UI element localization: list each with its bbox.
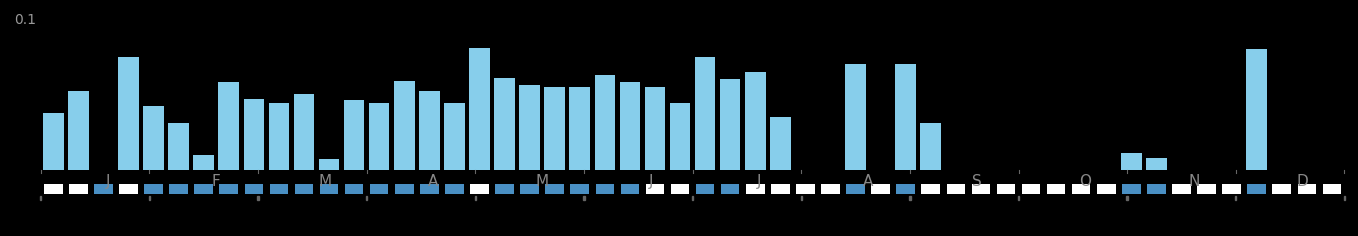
Bar — [144, 106, 164, 170]
Bar — [1198, 184, 1215, 194]
Bar — [671, 184, 690, 194]
Bar — [621, 184, 640, 194]
Bar — [570, 184, 589, 194]
Text: A: A — [428, 174, 439, 189]
Bar — [971, 184, 990, 194]
Bar — [721, 184, 740, 194]
Bar — [1297, 184, 1316, 194]
Bar — [1172, 184, 1191, 194]
Bar — [144, 184, 163, 194]
Bar — [420, 91, 440, 170]
Bar — [1021, 184, 1040, 194]
Bar — [770, 117, 790, 170]
Bar — [1222, 184, 1241, 194]
Bar — [519, 85, 540, 170]
Bar — [921, 123, 941, 170]
Bar — [193, 155, 215, 170]
Bar — [695, 184, 714, 194]
Bar — [1148, 184, 1165, 194]
Bar — [896, 184, 915, 194]
Text: M: M — [535, 174, 549, 189]
Bar — [872, 184, 889, 194]
Bar — [645, 184, 664, 194]
Bar — [822, 184, 839, 194]
Bar — [369, 184, 388, 194]
Bar — [120, 184, 137, 194]
Bar — [796, 184, 815, 194]
Bar — [619, 82, 640, 170]
Bar — [895, 64, 915, 170]
Bar — [395, 184, 414, 194]
Bar — [293, 94, 314, 170]
Bar — [1247, 49, 1267, 170]
Text: D: D — [1297, 174, 1309, 189]
Bar — [746, 184, 765, 194]
Bar — [1122, 184, 1141, 194]
Bar — [947, 184, 966, 194]
Text: F: F — [212, 174, 220, 189]
Text: J: J — [758, 174, 762, 189]
Bar — [546, 184, 564, 194]
Bar — [68, 91, 88, 170]
Bar — [596, 184, 614, 194]
Bar — [720, 79, 740, 170]
Bar — [69, 184, 88, 194]
Bar — [845, 64, 866, 170]
Text: J: J — [106, 174, 110, 189]
Bar — [319, 159, 340, 170]
Bar — [1146, 158, 1167, 170]
Bar — [1272, 184, 1291, 194]
Bar — [695, 57, 716, 170]
Bar — [220, 184, 238, 194]
Bar — [1047, 184, 1066, 194]
Bar — [345, 184, 364, 194]
Bar — [43, 113, 64, 170]
Bar — [219, 82, 239, 170]
Bar — [1248, 184, 1266, 194]
Bar — [545, 87, 565, 170]
Bar — [420, 184, 439, 194]
Bar — [846, 184, 865, 194]
Bar — [319, 184, 338, 194]
Bar — [270, 184, 288, 194]
Bar — [1097, 184, 1115, 194]
Text: M: M — [318, 174, 331, 189]
Bar — [243, 99, 263, 170]
Bar — [1071, 184, 1090, 194]
Bar — [394, 81, 414, 170]
Bar — [1122, 153, 1142, 170]
Bar — [595, 75, 615, 170]
Bar — [295, 184, 314, 194]
Bar — [194, 184, 213, 194]
Text: J: J — [649, 174, 653, 189]
Text: N: N — [1188, 174, 1199, 189]
Bar — [168, 123, 189, 170]
Text: O: O — [1080, 174, 1092, 189]
Bar — [669, 103, 690, 170]
Bar — [771, 184, 789, 194]
Bar — [344, 101, 364, 170]
Bar — [520, 184, 539, 194]
Bar — [746, 72, 766, 170]
Text: S: S — [972, 174, 982, 189]
Bar — [269, 103, 289, 170]
Bar — [496, 184, 513, 194]
Bar — [444, 103, 464, 170]
Bar — [94, 184, 113, 194]
Bar — [1323, 184, 1342, 194]
Bar — [445, 184, 463, 194]
Bar — [244, 184, 263, 194]
Bar — [645, 87, 665, 170]
Bar — [369, 103, 390, 170]
Bar — [170, 184, 187, 194]
Bar — [470, 48, 490, 170]
Text: A: A — [862, 174, 873, 189]
Bar — [922, 184, 940, 194]
Bar — [494, 78, 515, 170]
Bar — [118, 57, 139, 170]
Bar — [43, 184, 62, 194]
Bar — [997, 184, 1016, 194]
Bar — [569, 87, 589, 170]
Bar — [470, 184, 489, 194]
